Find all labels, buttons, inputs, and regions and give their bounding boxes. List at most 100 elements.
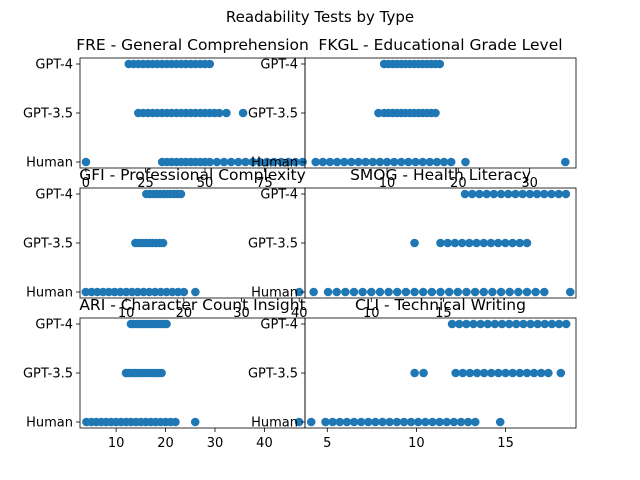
- data-point: [496, 189, 506, 199]
- x-tick-label: 30: [207, 436, 224, 451]
- data-point: [460, 189, 470, 199]
- data-point: [354, 157, 363, 167]
- data-point: [318, 157, 328, 167]
- data-point: [501, 238, 510, 248]
- subplot-title: FKGL - Educational Grade Level: [318, 36, 562, 54]
- data-point: [404, 157, 413, 167]
- data-point: [361, 157, 370, 167]
- data-point: [392, 287, 402, 297]
- series-gpt-4: [124, 59, 215, 69]
- data-point: [462, 319, 471, 329]
- data-point: [497, 319, 507, 329]
- series-gpt-3-5: [131, 238, 168, 248]
- data-point: [205, 59, 215, 69]
- data-point: [565, 287, 575, 297]
- data-point: [396, 157, 406, 167]
- data-point: [511, 189, 520, 199]
- data-point: [341, 287, 350, 297]
- y-tick-label: GPT-4: [260, 318, 298, 333]
- x-tick-label: 40: [291, 306, 308, 321]
- data-point: [375, 287, 385, 297]
- data-point: [382, 157, 392, 167]
- data-point: [531, 287, 540, 297]
- subplot-gfi: Human GPT-3.5 GPT-4 10 20 30 40 GFI - Professio…: [23, 166, 308, 321]
- data-point: [465, 238, 474, 248]
- data-point: [525, 189, 535, 199]
- data-point: [418, 157, 427, 167]
- data-point: [479, 238, 489, 248]
- data-point: [456, 417, 466, 427]
- subplot-title: ARI - Character Count Insight: [79, 296, 305, 314]
- data-point: [363, 417, 373, 427]
- data-point: [544, 368, 553, 378]
- data-point: [418, 287, 428, 297]
- data-point: [378, 417, 387, 427]
- data-point: [158, 238, 168, 248]
- data-point: [349, 417, 359, 427]
- data-point: [421, 417, 430, 427]
- data-point: [311, 157, 320, 167]
- y-tick-label: Human: [251, 286, 298, 301]
- data-point: [447, 319, 457, 329]
- data-point: [436, 238, 445, 248]
- y-tick-label: GPT-4: [260, 58, 298, 73]
- series-gpt-3-5: [410, 368, 566, 378]
- data-point: [428, 417, 437, 427]
- series-human: [309, 287, 575, 297]
- data-point: [533, 319, 542, 329]
- data-point: [431, 108, 440, 118]
- data-point: [539, 287, 549, 297]
- data-point: [526, 319, 535, 329]
- y-tick-label: GPT-4: [35, 318, 73, 333]
- series-gpt-4: [379, 59, 445, 69]
- data-point: [470, 417, 480, 427]
- x-tick-label: 15: [497, 436, 514, 451]
- data-point: [294, 287, 304, 297]
- data-point: [219, 157, 229, 167]
- series-gpt-4: [447, 319, 571, 329]
- data-point: [547, 189, 556, 199]
- series-gpt-3-5: [134, 108, 248, 118]
- data-point: [472, 368, 482, 378]
- data-point: [493, 238, 503, 248]
- data-point: [462, 287, 471, 297]
- data-point: [306, 417, 316, 427]
- data-point: [539, 189, 549, 199]
- data-point: [419, 368, 428, 378]
- data-point: [556, 368, 566, 378]
- data-point: [262, 157, 272, 167]
- data-point: [508, 368, 518, 378]
- data-point: [488, 287, 497, 297]
- data-point: [515, 368, 525, 378]
- data-point: [489, 189, 499, 199]
- data-point: [443, 238, 453, 248]
- data-point: [519, 319, 528, 329]
- data-point: [410, 238, 419, 248]
- data-point: [234, 157, 243, 167]
- data-point: [81, 157, 91, 167]
- x-tick-label: 10: [108, 436, 125, 451]
- data-point: [505, 287, 514, 297]
- data-point: [522, 287, 532, 297]
- data-point: [515, 238, 525, 248]
- data-point: [454, 319, 464, 329]
- data-point: [328, 417, 337, 427]
- subplot-smog: Human GPT-3.5 GPT-4 10 15 SMOG - Health Liter…: [248, 166, 577, 321]
- y-tick-label: Human: [251, 156, 298, 171]
- data-point: [425, 157, 435, 167]
- data-point: [472, 238, 481, 248]
- data-point: [503, 189, 513, 199]
- data-point: [339, 157, 349, 167]
- y-tick-label: GPT-3.5: [248, 237, 298, 252]
- series-human: [311, 157, 570, 167]
- series-gpt-4: [460, 189, 571, 199]
- y-tick-label: GPT-3.5: [23, 367, 73, 382]
- data-point: [486, 238, 496, 248]
- data-point: [483, 319, 493, 329]
- data-point: [392, 417, 402, 427]
- data-point: [547, 319, 557, 329]
- x-tick-label: 20: [450, 176, 467, 191]
- data-point: [479, 287, 489, 297]
